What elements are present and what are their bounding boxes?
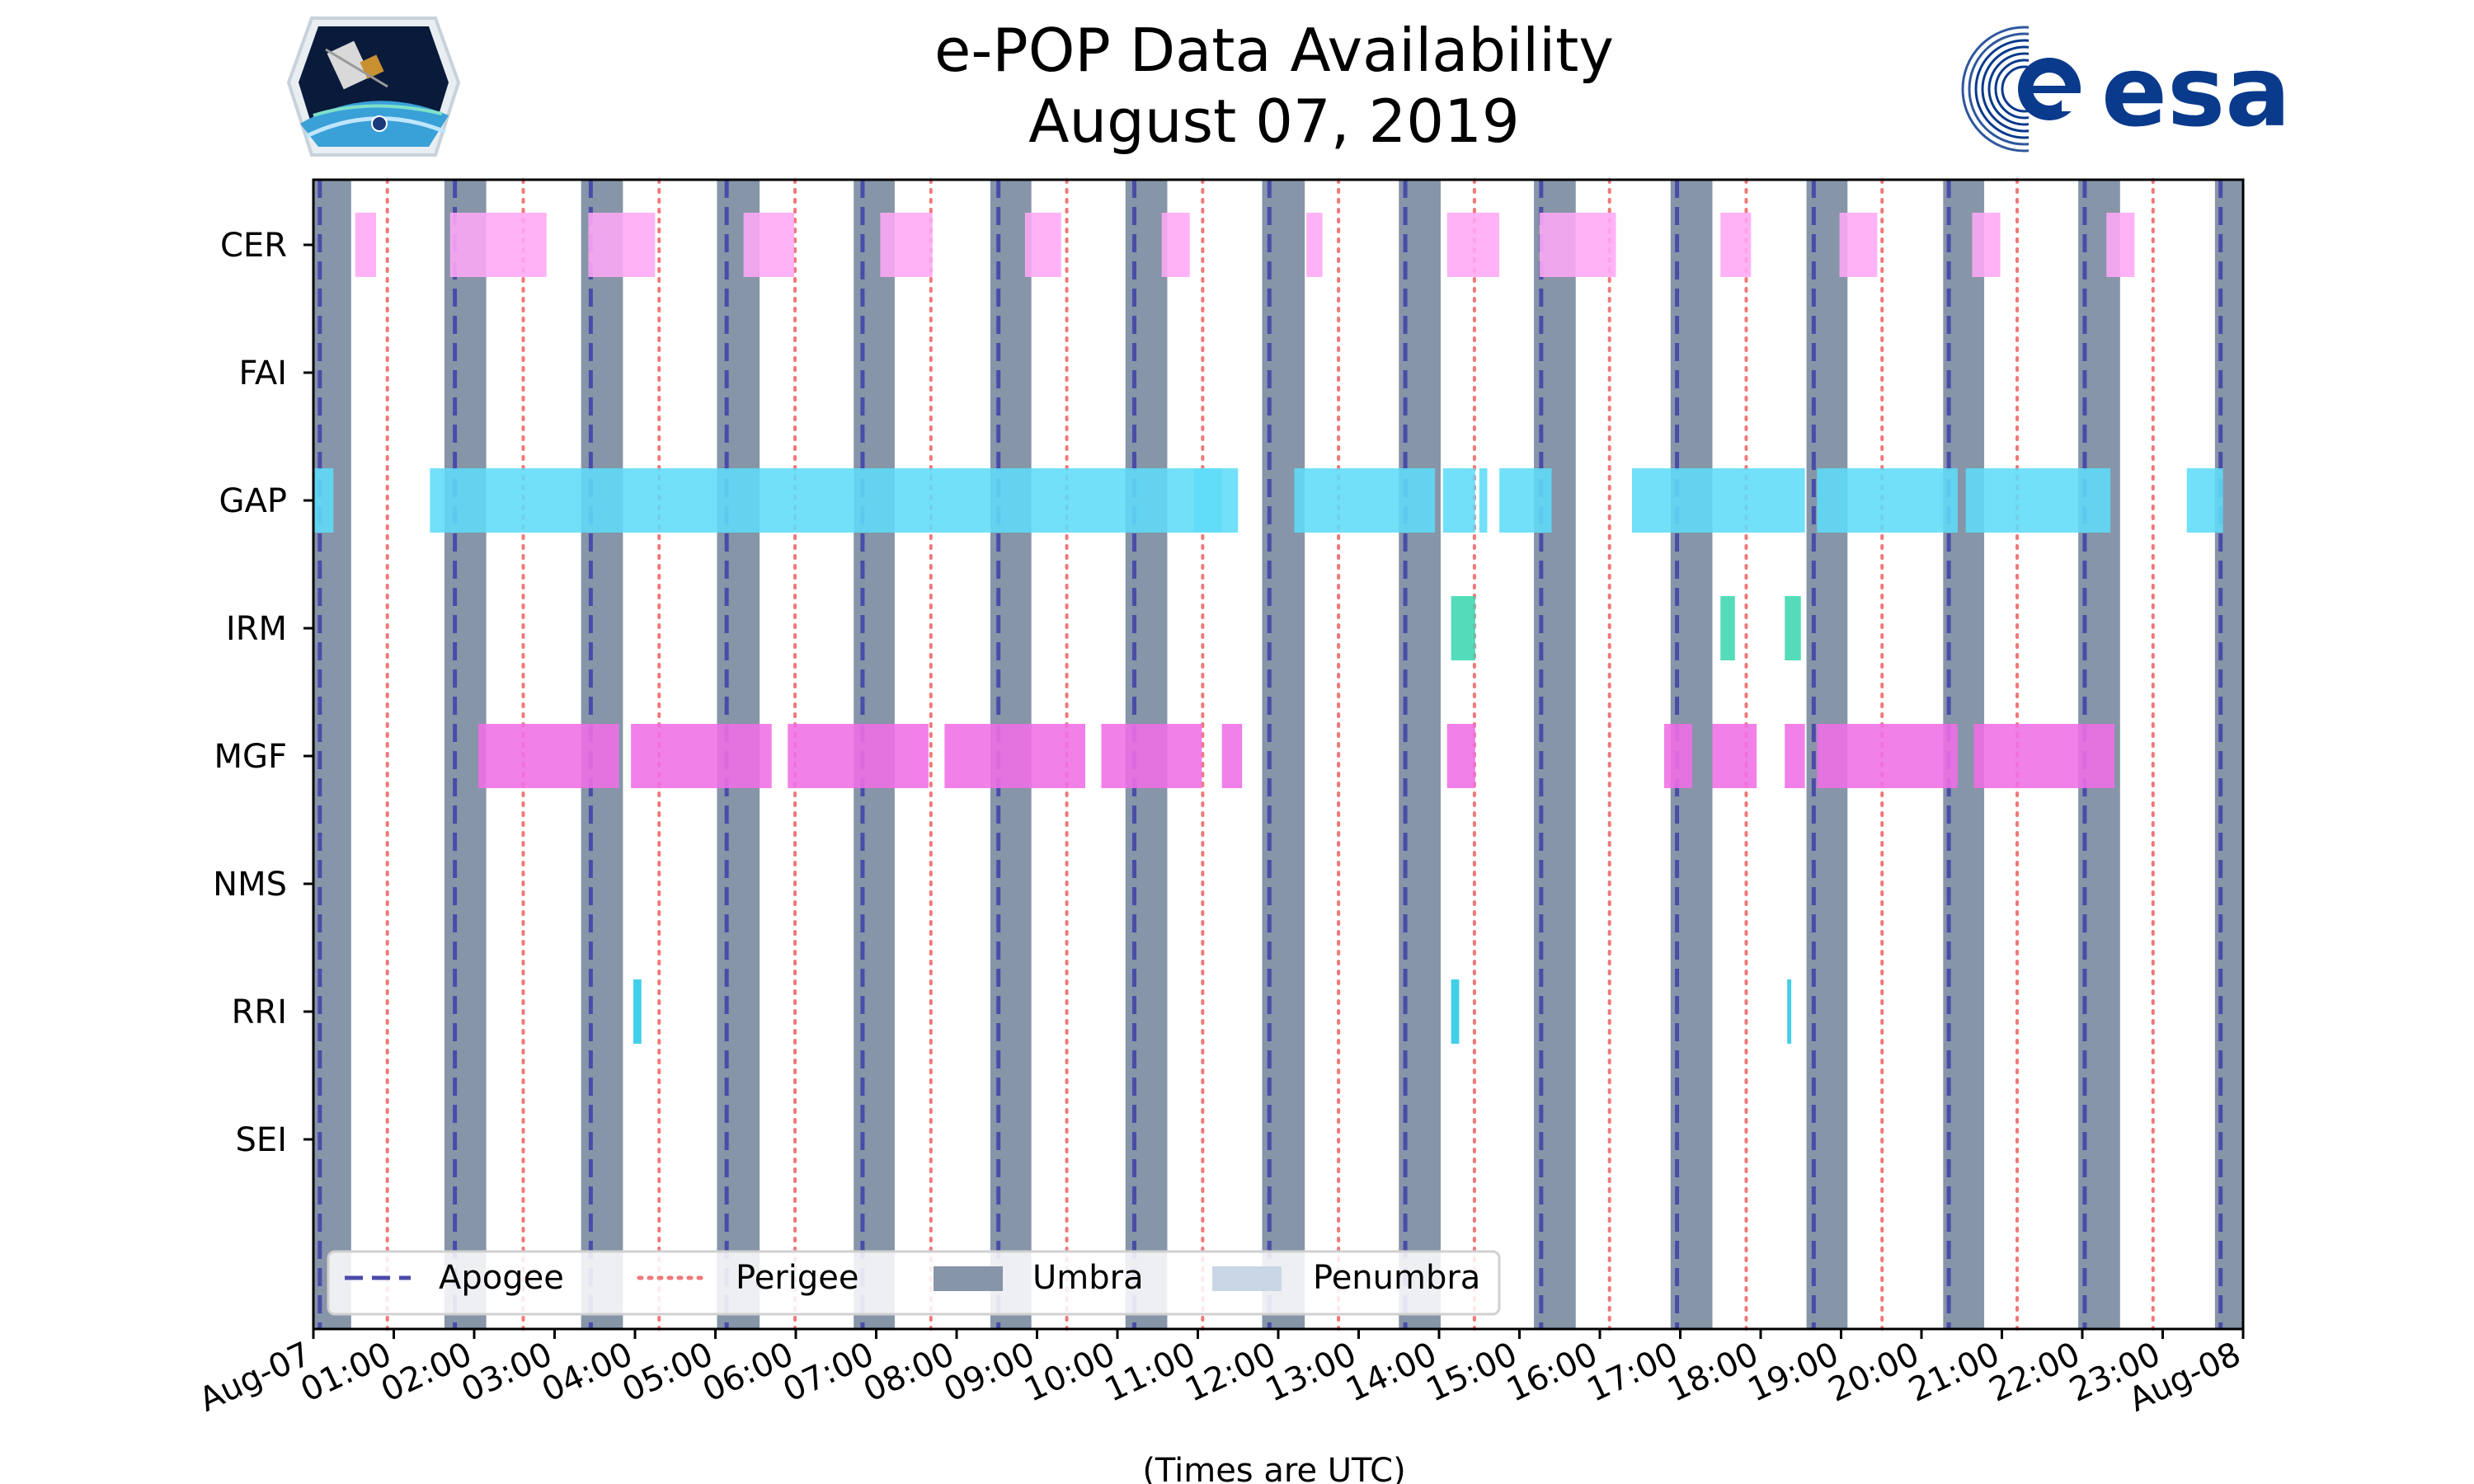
mgf-bar-4 <box>1101 724 1202 788</box>
mgf-bar-5 <box>1221 724 1243 788</box>
chart-title-line-1: e-POP Data Availability <box>934 16 1614 85</box>
y-tick-label-gap: GAP <box>219 482 287 520</box>
mgf-bar-3 <box>944 724 1085 788</box>
y-tick-label-irm: IRM <box>226 610 287 648</box>
irm-bar-0 <box>1451 596 1475 660</box>
rri-bar-1 <box>1451 979 1460 1044</box>
cer-bar-4 <box>880 213 933 277</box>
y-tick-label-nms: NMS <box>213 866 287 904</box>
cer-bar-12 <box>1972 213 2001 277</box>
legend-penumbra-label: Penumbra <box>1313 1259 1480 1297</box>
irm-bar-1 <box>1720 596 1735 660</box>
instrument-bars <box>313 213 2223 1044</box>
cer-bar-5 <box>1024 213 1061 277</box>
mgf-bar-11 <box>1973 724 2114 788</box>
legend-penumbra-swatch <box>1212 1266 1282 1291</box>
cer-bar-0 <box>355 213 377 277</box>
legend-apogee-label: Apogee <box>439 1259 564 1297</box>
cassiope-logo <box>286 16 461 157</box>
x-axis: Aug-0701:0002:0003:0004:0005:0006:0007:0… <box>194 1329 2246 1420</box>
svg-text:esa: esa <box>2101 35 2291 148</box>
gap-bar-2 <box>1193 468 1239 533</box>
gap-bar-9 <box>1965 468 2111 533</box>
cer-bar-2 <box>588 213 656 277</box>
mgf-bar-10 <box>1817 724 1958 788</box>
cer-bar-10 <box>1720 213 1752 277</box>
y-tick-label-mgf: MGF <box>214 738 287 776</box>
cer-bar-1 <box>449 213 547 277</box>
y-tick-label-cer: CER <box>220 227 287 265</box>
rri-bar-0 <box>633 979 642 1044</box>
gap-bar-5 <box>1479 468 1488 533</box>
y-axis: CER FAI GAP IRM MGF NMS RRI SEI <box>213 227 313 1159</box>
mgf-bar-2 <box>788 724 929 788</box>
mgf-bar-0 <box>477 724 619 788</box>
plot-area: CER FAI GAP IRM MGF NMS RRI SEI Aug-0701:0002:0… <box>194 178 2246 1420</box>
gap-bar-1 <box>430 468 1222 533</box>
mgf-bar-6 <box>1446 724 1475 788</box>
gap-bar-3 <box>1294 468 1436 533</box>
gap-bar-10 <box>2186 468 2223 533</box>
y-tick-label-rri: RRI <box>232 993 287 1031</box>
gap-bar-0 <box>313 468 334 533</box>
y-tick-label-sei: SEI <box>236 1121 287 1159</box>
legend-umbra-swatch <box>934 1266 1003 1291</box>
y-tick-label-fai: FAI <box>239 355 288 392</box>
cer-bar-7 <box>1306 213 1323 277</box>
gap-bar-6 <box>1499 468 1552 533</box>
x-axis-label: (Times are UTC) <box>1142 1452 1405 1484</box>
cer-bar-9 <box>1539 213 1616 277</box>
legend: Apogee Perigee Umbra Penumbra <box>327 1250 1501 1316</box>
rri-bar-2 <box>1787 979 1792 1044</box>
cer-bar-11 <box>1839 213 1878 277</box>
legend-box <box>327 1250 1501 1316</box>
cer-bar-13 <box>2106 213 2135 277</box>
mgf-bar-7 <box>1664 724 1693 788</box>
cer-bar-3 <box>743 213 795 277</box>
gap-bar-8 <box>1817 468 1958 533</box>
mgf-bar-8 <box>1712 724 1757 788</box>
cer-bar-8 <box>1446 213 1500 277</box>
irm-bar-2 <box>1785 596 1801 660</box>
mgf-bar-9 <box>1785 724 1805 788</box>
cer-bar-6 <box>1161 213 1190 277</box>
chart-title-line-2: August 07, 2019 <box>1028 87 1519 156</box>
esa-logo: esa <box>1961 16 2291 162</box>
gap-bar-7 <box>1632 468 1805 533</box>
legend-umbra-label: Umbra <box>1032 1259 1144 1297</box>
mgf-bar-1 <box>631 724 772 788</box>
legend-perigee-label: Perigee <box>736 1259 858 1297</box>
gap-bar-4 <box>1442 468 1475 533</box>
